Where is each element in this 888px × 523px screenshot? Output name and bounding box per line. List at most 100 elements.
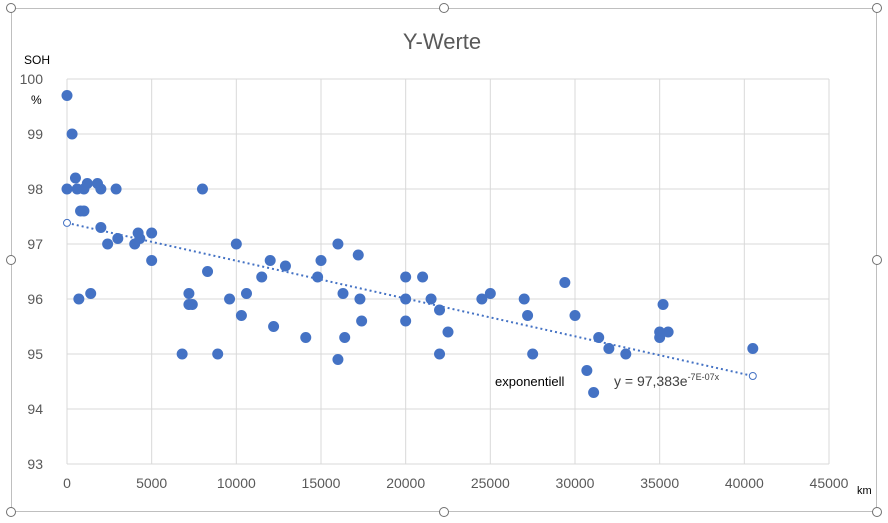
data-point (315, 255, 327, 266)
data-point (73, 293, 85, 305)
x-tick-label: 5000 (136, 475, 167, 491)
data-point (279, 260, 291, 272)
data-point (202, 266, 214, 277)
data-point (134, 233, 146, 244)
scatter-chart: 93 94 95 96 97 98 99 100 0 5000 10000 15000 20000 250… (20, 29, 872, 497)
data-point (657, 299, 669, 310)
y-axis-unit: % (31, 93, 42, 107)
data-point (332, 238, 344, 250)
resize-handle-bottom-left[interactable] (6, 507, 16, 517)
data-point (240, 288, 252, 299)
y-tick-label: 94 (27, 401, 43, 417)
y-tick-label: 97 (27, 236, 43, 252)
data-point (230, 238, 242, 250)
x-axis-unit: km (857, 485, 872, 497)
data-point (593, 332, 605, 343)
equation-exponent: -7E-07x (688, 372, 720, 382)
data-point (81, 178, 93, 189)
data-point (176, 348, 188, 360)
data-point (356, 315, 368, 327)
data-point (654, 332, 666, 343)
data-point (417, 271, 429, 283)
data-point (354, 293, 366, 305)
data-point (146, 255, 158, 266)
data-point (235, 310, 247, 321)
data-point (78, 205, 90, 217)
data-point (264, 255, 276, 266)
resize-handle-bottom-right[interactable] (872, 507, 882, 517)
data-point (256, 271, 268, 283)
y-tick-label: 96 (27, 291, 43, 307)
y-tick-label: 98 (27, 181, 43, 197)
y-tick-label: 95 (27, 346, 43, 362)
data-point (522, 310, 534, 321)
x-tick-label: 10000 (217, 475, 256, 491)
resize-handle-middle-right[interactable] (872, 255, 882, 265)
data-point (662, 326, 674, 338)
data-point (484, 288, 496, 299)
data-point (212, 348, 224, 360)
data-point (95, 183, 107, 195)
trendline-end-marker (748, 372, 757, 380)
data-point (569, 310, 581, 321)
data-point (603, 343, 615, 354)
data-point (339, 332, 351, 343)
data-points (61, 90, 759, 398)
data-point (224, 293, 236, 305)
equation-main: y = 97,383e (614, 373, 688, 389)
data-point (337, 288, 349, 299)
data-point (196, 183, 208, 195)
data-point (268, 321, 280, 332)
data-point (183, 288, 195, 299)
data-point (400, 271, 412, 283)
data-point (400, 315, 412, 327)
data-point (352, 249, 364, 261)
data-point (620, 348, 632, 360)
data-point (425, 293, 437, 305)
data-point (476, 293, 488, 305)
data-point (110, 183, 122, 195)
data-point (518, 293, 530, 305)
data-point (747, 343, 759, 354)
data-point (95, 222, 107, 233)
data-point (332, 354, 344, 365)
chart-title: Y-Werte (403, 29, 481, 54)
data-point (66, 128, 78, 140)
trendline-equation: y = 97,383e-7E-07x (614, 372, 720, 389)
x-tick-label: 20000 (386, 475, 425, 491)
resize-handle-top-right[interactable] (872, 3, 882, 13)
y-axis-label: SOH (24, 53, 50, 67)
data-point (559, 277, 571, 288)
resize-handle-bottom-middle[interactable] (439, 507, 449, 517)
data-point (434, 304, 446, 316)
data-point (146, 227, 158, 239)
resize-handle-middle-left[interactable] (6, 255, 16, 265)
data-point (85, 288, 97, 299)
x-tick-label: 40000 (725, 475, 764, 491)
data-point (102, 238, 114, 250)
y-tick-label: 93 (27, 456, 43, 472)
x-tick-label: 45000 (810, 475, 849, 491)
y-tick-label: 99 (27, 126, 43, 142)
data-point (400, 293, 412, 305)
x-tick-label: 0 (63, 475, 71, 491)
data-point (527, 348, 539, 360)
trendline-series-label: exponentiell (495, 374, 564, 389)
data-point (61, 90, 73, 101)
resize-handle-top-middle[interactable] (439, 3, 449, 13)
data-point (69, 172, 81, 184)
y-tick-label: 100 (20, 71, 44, 87)
chart-area[interactable]: 93 94 95 96 97 98 99 100 0 5000 10000 15000 20000 250… (11, 8, 877, 512)
x-tick-label: 35000 (640, 475, 679, 491)
data-point (300, 332, 312, 343)
x-tick-label: 15000 (302, 475, 341, 491)
resize-handle-top-left[interactable] (6, 3, 16, 13)
data-point (186, 299, 198, 310)
x-tick-label: 25000 (471, 475, 510, 491)
trendline-start-marker (63, 218, 71, 227)
data-point (581, 365, 593, 376)
data-point (588, 387, 600, 398)
data-point (312, 271, 324, 283)
gridlines (66, 78, 830, 465)
data-point (434, 348, 446, 360)
